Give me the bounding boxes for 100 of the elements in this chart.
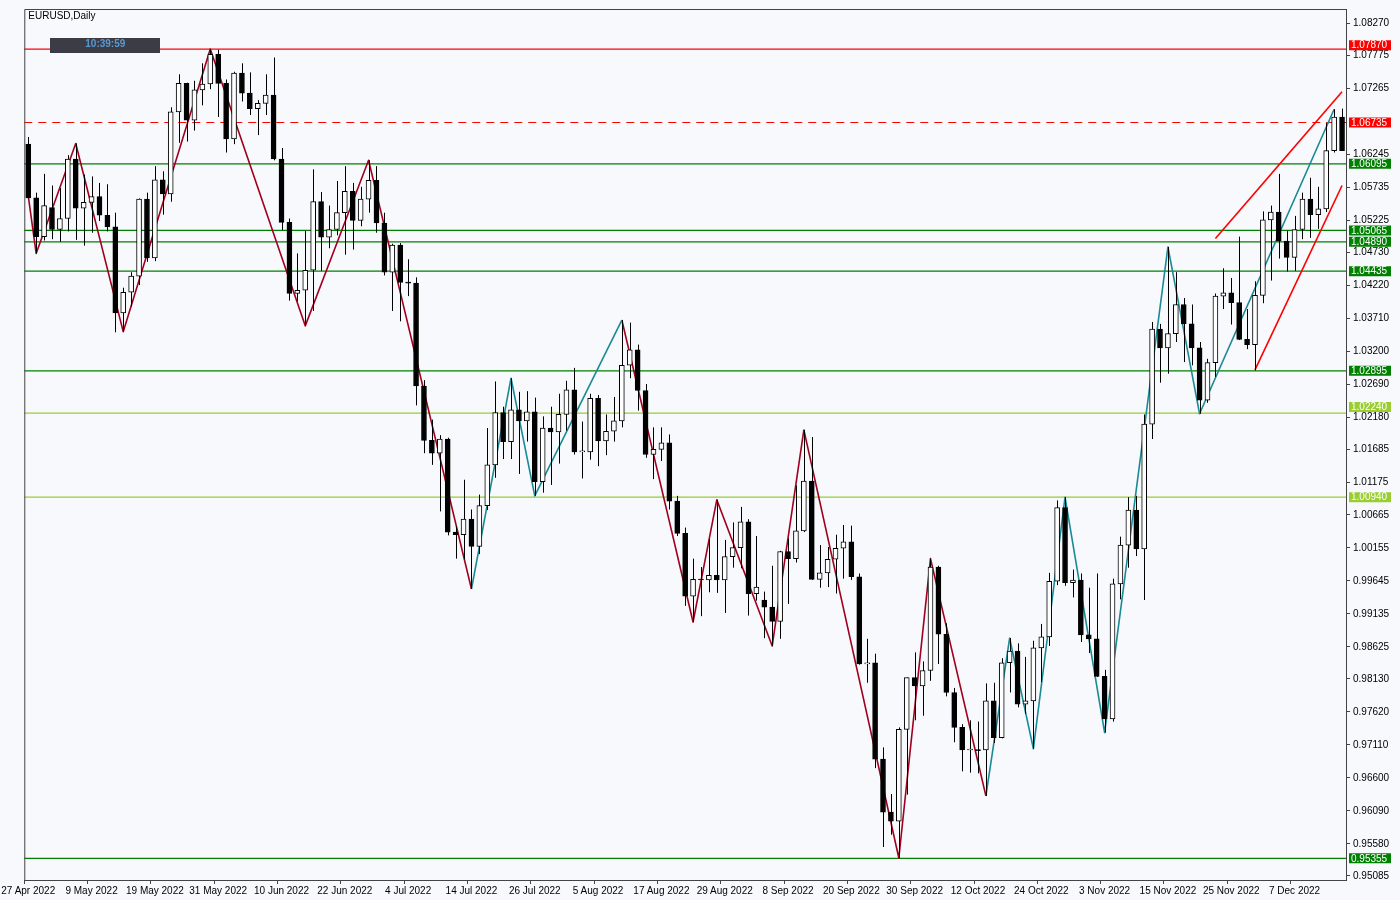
ref-line-label: 0.95355 (1351, 852, 1388, 864)
y-tick-label: 1.04220 (1353, 278, 1390, 290)
candlestick (1038, 623, 1045, 683)
candlestick (405, 258, 411, 297)
candlestick (713, 499, 720, 594)
y-tick-label: 1.06245 (1353, 147, 1390, 159)
y-tick-label: 1.01685 (1353, 442, 1390, 454)
y-tick-label: 1.08270 (1353, 16, 1390, 28)
candlestick (128, 271, 134, 307)
candlestick (769, 565, 776, 647)
x-tick-label: 27 Apr 2022 (1, 884, 56, 896)
candlestick (57, 187, 63, 243)
ref-line-label: 1.06095 (1351, 158, 1388, 170)
candlestick (721, 539, 728, 614)
candlestick (436, 434, 443, 512)
x-tick-label: 15 Nov 2022 (1139, 884, 1197, 896)
y-tick-label: 0.97110 (1353, 738, 1389, 750)
candlestick (262, 73, 269, 116)
candlestick (603, 413, 609, 456)
x-tick-label: 4 Jul 2022 (385, 884, 432, 896)
candlestick (1267, 205, 1274, 282)
y-tick-label: 1.05225 (1353, 213, 1390, 225)
y-tick-label: 0.99645 (1353, 574, 1390, 586)
y-tick-label: 0.95085 (1353, 869, 1390, 881)
ref-line-label: 1.06735 (1351, 116, 1388, 128)
x-tick-label: 12 Oct 2022 (950, 884, 1006, 896)
candlestick (326, 205, 332, 249)
candlestick (88, 175, 95, 234)
y-tick-label: 1.07775 (1353, 48, 1390, 60)
x-tick-label: 5 Aug 2022 (572, 884, 624, 896)
candlestick (239, 62, 245, 102)
candlestick (864, 638, 871, 684)
candlestick (1244, 308, 1250, 350)
x-tick-label: 10 Jun 2022 (253, 884, 310, 896)
y-tick-label: 1.07265 (1353, 81, 1390, 93)
y-tick-label: 1.03710 (1353, 311, 1390, 323)
candlestick (159, 170, 166, 216)
y-tick-label: 0.95580 (1353, 837, 1390, 849)
ref-line-label: 1.04890 (1351, 236, 1388, 248)
x-tick-label: 31 May 2022 (189, 884, 248, 896)
candlestick (1180, 297, 1187, 363)
x-tick-label: 20 Sep 2022 (822, 884, 881, 896)
candlestick (840, 524, 847, 580)
x-tick-label: 7 Dec 2022 (1268, 884, 1321, 896)
ref-line-label: 1.02240 (1351, 401, 1388, 413)
x-tick-label: 24 Oct 2022 (1014, 884, 1069, 896)
x-tick-label: 19 May 2022 (125, 884, 185, 896)
y-tick-label: 0.97620 (1353, 705, 1390, 717)
chart-title: EURUSD,Daily (28, 9, 96, 21)
x-tick-label: 25 Nov 2022 (1202, 884, 1261, 896)
candlestick (611, 396, 617, 443)
candlestick (120, 287, 127, 333)
ref-line-label: 1.05065 (1351, 224, 1388, 236)
candlestick (342, 165, 348, 256)
candlestick (975, 721, 981, 774)
candlestick (1157, 323, 1163, 384)
y-tick-label: 1.01175 (1353, 475, 1389, 487)
timer-box: 10:39:59 (50, 38, 161, 53)
candlestick (579, 421, 586, 479)
x-tick-label: 26 Jul 2022 (508, 884, 562, 896)
candlestick (785, 538, 791, 605)
y-tick-label: 0.98130 (1353, 672, 1390, 684)
x-tick-label: 29 Aug 2022 (696, 884, 754, 896)
y-tick-label: 1.00665 (1353, 508, 1390, 520)
candlestick (334, 180, 340, 236)
y-tick-label: 0.96600 (1353, 771, 1390, 783)
candlestick (1165, 246, 1171, 375)
candlestick (1315, 186, 1322, 230)
candlestick (888, 793, 894, 836)
x-tick-label: 14 Jul 2022 (445, 884, 498, 896)
candlestick (959, 723, 965, 772)
candlestick (626, 322, 633, 379)
candlestick (302, 230, 309, 327)
y-tick-label: 1.00155 (1353, 541, 1390, 553)
candlestick (690, 558, 696, 623)
x-tick-label: 9 May 2022 (65, 884, 119, 896)
x-tick-label: 22 Jun 2022 (317, 884, 373, 896)
y-tick-label: 1.02180 (1353, 410, 1390, 422)
x-tick-label: 30 Sep 2022 (886, 884, 944, 896)
ref-line-label: 1.04435 (1351, 265, 1388, 277)
candlestick (49, 185, 55, 240)
candlestick (524, 390, 530, 443)
candlestick (429, 419, 435, 466)
candlestick (706, 538, 712, 593)
x-tick-label: 17 Aug 2022 (633, 884, 690, 896)
x-tick-label: 8 Sep 2022 (762, 884, 815, 896)
candlestick (816, 544, 823, 589)
y-tick-label: 1.04730 (1353, 245, 1390, 257)
ref-line-label: 1.02895 (1351, 365, 1388, 377)
y-tick-label: 0.96090 (1353, 804, 1390, 816)
x-tick-label: 3 Nov 2022 (1079, 884, 1131, 896)
ref-line-label: 1.00940 (1351, 491, 1388, 503)
candlestick (254, 99, 261, 136)
y-tick-label: 0.99135 (1353, 607, 1390, 619)
candlestick (698, 566, 704, 617)
ref-line-label: 1.07870 (1351, 39, 1388, 51)
y-tick-label: 1.02690 (1353, 377, 1390, 389)
candlestick (967, 719, 973, 774)
y-tick-label: 1.05735 (1353, 180, 1390, 192)
y-tick-label: 1.03200 (1353, 344, 1390, 356)
